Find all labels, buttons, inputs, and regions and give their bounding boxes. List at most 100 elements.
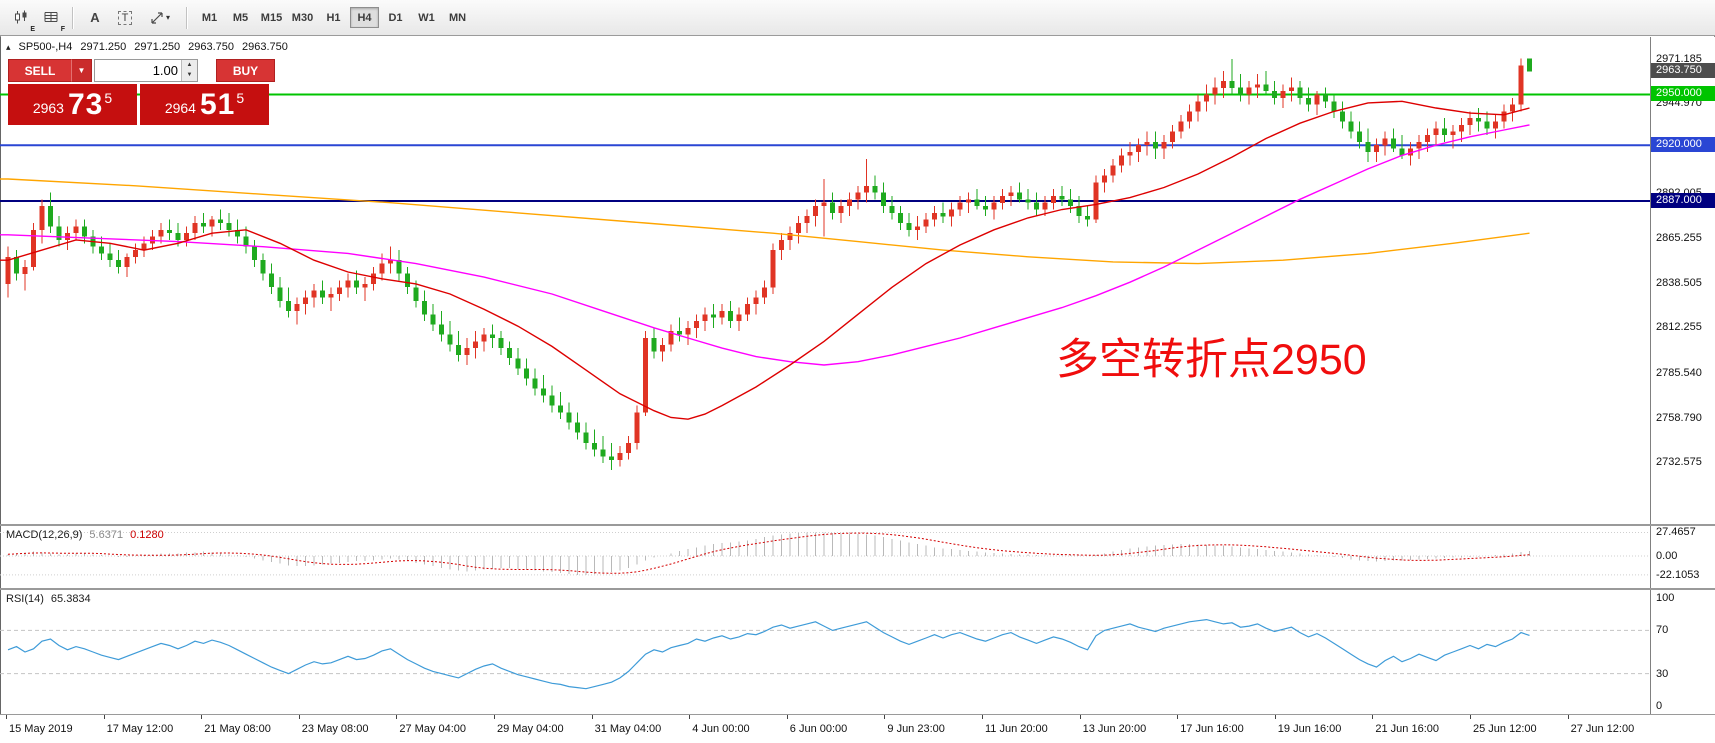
ask-fraction-digit: 5 bbox=[236, 89, 245, 106]
time-axis-label: 29 May 04:00 bbox=[497, 723, 564, 735]
text-box-button[interactable]: T bbox=[112, 5, 138, 31]
time-axis-tick bbox=[298, 715, 300, 719]
macd-panel[interactable] bbox=[0, 526, 1650, 588]
bid-prefix: 2963 bbox=[32, 100, 64, 116]
macd-header: MACD(12,26,9) 5.6371 0.1280 bbox=[6, 529, 164, 541]
timeframe-button-m30[interactable]: M30 bbox=[288, 7, 317, 28]
time-axis-tick bbox=[6, 715, 7, 719]
grid-template-f-button[interactable]: F bbox=[38, 5, 65, 33]
rsi-axis-label: 30 bbox=[1656, 667, 1669, 680]
collapse-trade-panel-icon[interactable]: ▴ bbox=[6, 41, 11, 52]
volume-stepper: ▲ ▼ bbox=[181, 60, 197, 81]
time-axis-label: 13 Jun 20:00 bbox=[1082, 723, 1147, 735]
timeframe-button-h1[interactable]: H1 bbox=[319, 7, 348, 28]
time-axis-label: 23 May 08:00 bbox=[301, 723, 369, 735]
ask-price-tile[interactable]: 2964 51 5 bbox=[140, 84, 269, 125]
top-toolbar: E F A T ▾ M1 M5 M15 M30 H1 H4 D1 W1 MN bbox=[0, 0, 1715, 36]
bid-fraction-digit: 5 bbox=[104, 89, 113, 106]
ask-big-digits: 51 bbox=[199, 87, 236, 121]
time-axis-tick bbox=[884, 715, 886, 719]
ask-prefix: 2964 bbox=[164, 100, 196, 116]
timeframe-switcher: M1 M5 M15 M30 H1 H4 D1 W1 MN bbox=[194, 7, 473, 28]
time-axis-label: 11 Jun 20:00 bbox=[985, 723, 1048, 735]
toolbar-separator bbox=[72, 6, 74, 29]
time-axis-tick bbox=[1470, 715, 1471, 719]
time-axis-tick bbox=[1079, 715, 1081, 719]
volume-box: ▲ ▼ bbox=[94, 59, 198, 82]
time-axis-label: 21 Jun 16:00 bbox=[1375, 723, 1440, 735]
time-axis-tick bbox=[1177, 715, 1179, 719]
macd-axis-label: 27.4657 bbox=[1656, 526, 1696, 539]
price-axis-label: 2785.540 bbox=[1656, 366, 1702, 379]
bid-big-digits: 73 bbox=[67, 87, 104, 121]
timeframe-button-m1[interactable]: M1 bbox=[195, 7, 224, 28]
quote-close: 2963.750 bbox=[242, 41, 288, 53]
time-axis-tick bbox=[786, 715, 788, 719]
rsi-axis-label: 0 bbox=[1656, 700, 1663, 712]
grid-icon bbox=[44, 12, 57, 22]
quote-bar: ▴ SP500-,H4 2971.250 2971.250 2963.750 2… bbox=[6, 41, 288, 53]
time-axis-label: 9 Jun 23:00 bbox=[887, 723, 945, 735]
time-axis-tick bbox=[1274, 715, 1276, 719]
timeframe-button-m15[interactable]: M15 bbox=[257, 7, 286, 28]
quote-open: 2971.250 bbox=[80, 41, 127, 53]
volume-input[interactable] bbox=[95, 60, 181, 81]
panel-splitter bbox=[0, 714, 1715, 715]
time-axis-label: 4 Jun 00:00 bbox=[692, 723, 750, 735]
chart-template-e-button[interactable]: E bbox=[8, 5, 35, 33]
price-axis-label: 2971.185 bbox=[1656, 52, 1702, 65]
price-axis-label: 2758.790 bbox=[1656, 411, 1702, 424]
rsi-axis-label: 100 bbox=[1656, 592, 1675, 604]
macd-axis-label: -22.1053 bbox=[1656, 568, 1700, 581]
time-axis-label: 27 Jun 12:00 bbox=[1570, 723, 1635, 735]
rsi-header: RSI(14) 65.3834 bbox=[6, 593, 91, 605]
chart-window: ▴ SP500-,H4 2971.250 2971.250 2963.750 2… bbox=[0, 37, 1715, 743]
time-axis-tick bbox=[494, 715, 495, 719]
symbol-period-label: SP500-,H4 bbox=[18, 41, 73, 53]
sell-dropdown-button[interactable]: ▼ bbox=[71, 59, 92, 82]
time-axis-label: 6 Jun 00:00 bbox=[789, 723, 848, 735]
price-axis[interactable]: 2971.1852944.9702892.0052865.2552838.505… bbox=[1650, 37, 1715, 715]
time-axis-label: 27 May 04:00 bbox=[399, 723, 467, 735]
chevron-down-icon: ▾ bbox=[165, 13, 170, 22]
bid-price-tile[interactable]: 2963 73 5 bbox=[8, 84, 137, 125]
macd-main-value: 5.6371 bbox=[89, 529, 124, 541]
letter-a-icon: A bbox=[90, 10, 100, 25]
volume-up-button[interactable]: ▲ bbox=[182, 60, 197, 71]
timeframe-button-m5[interactable]: M5 bbox=[226, 7, 255, 28]
rsi-axis-label: 70 bbox=[1656, 624, 1669, 637]
price-tag: 2950.000 bbox=[1651, 86, 1715, 102]
timeframe-button-mn[interactable]: MN bbox=[443, 7, 472, 28]
price-axis-label: 2838.505 bbox=[1656, 277, 1702, 290]
time-axis-label: 19 Jun 16:00 bbox=[1277, 723, 1342, 735]
letter-t-icon: T bbox=[117, 10, 133, 25]
timeframe-button-h4[interactable]: H4 bbox=[350, 7, 379, 28]
main-candlestick-chart[interactable] bbox=[0, 37, 1650, 524]
toolbar-separator bbox=[186, 6, 188, 29]
diagonal-arrows-icon bbox=[151, 11, 163, 24]
price-tag: 2963.750 bbox=[1651, 63, 1715, 79]
time-axis-tick bbox=[396, 715, 398, 719]
chart-annotation: 多空转折点2950 bbox=[1056, 336, 1367, 384]
text-annotation-button[interactable]: A bbox=[82, 5, 108, 31]
time-axis-label: 31 May 04:00 bbox=[594, 723, 662, 735]
time-axis-label: 21 May 08:00 bbox=[204, 723, 271, 735]
cursor-tools-button[interactable]: ▾ bbox=[142, 5, 178, 31]
rsi-title: RSI(14) bbox=[6, 593, 44, 605]
quote-low: 2963.750 bbox=[188, 41, 235, 53]
price-tag: 2887.000 bbox=[1651, 193, 1715, 209]
time-axis-label: 17 May 12:00 bbox=[106, 723, 174, 735]
time-axis[interactable]: 15 May 2019 17 May 12:00 21 May 08:00 23 Ma… bbox=[0, 715, 1650, 743]
panel-splitter[interactable] bbox=[0, 524, 1715, 526]
timeframe-button-w1[interactable]: W1 bbox=[412, 7, 441, 28]
one-click-trade-panel: SELL ▼ ▲ ▼ BUY 2963 73 5 2964 51 5 bbox=[8, 59, 278, 125]
sell-button[interactable]: SELL bbox=[8, 59, 71, 82]
time-axis-tick bbox=[201, 715, 203, 719]
icon-sub-label-f: F bbox=[60, 25, 65, 33]
price-axis-label: 2812.255 bbox=[1656, 321, 1702, 334]
timeframe-button-d1[interactable]: D1 bbox=[381, 7, 410, 28]
rsi-panel[interactable] bbox=[0, 590, 1650, 714]
buy-button[interactable]: BUY bbox=[216, 59, 275, 82]
volume-down-button[interactable]: ▼ bbox=[182, 70, 197, 81]
panel-splitter[interactable] bbox=[0, 588, 1715, 590]
